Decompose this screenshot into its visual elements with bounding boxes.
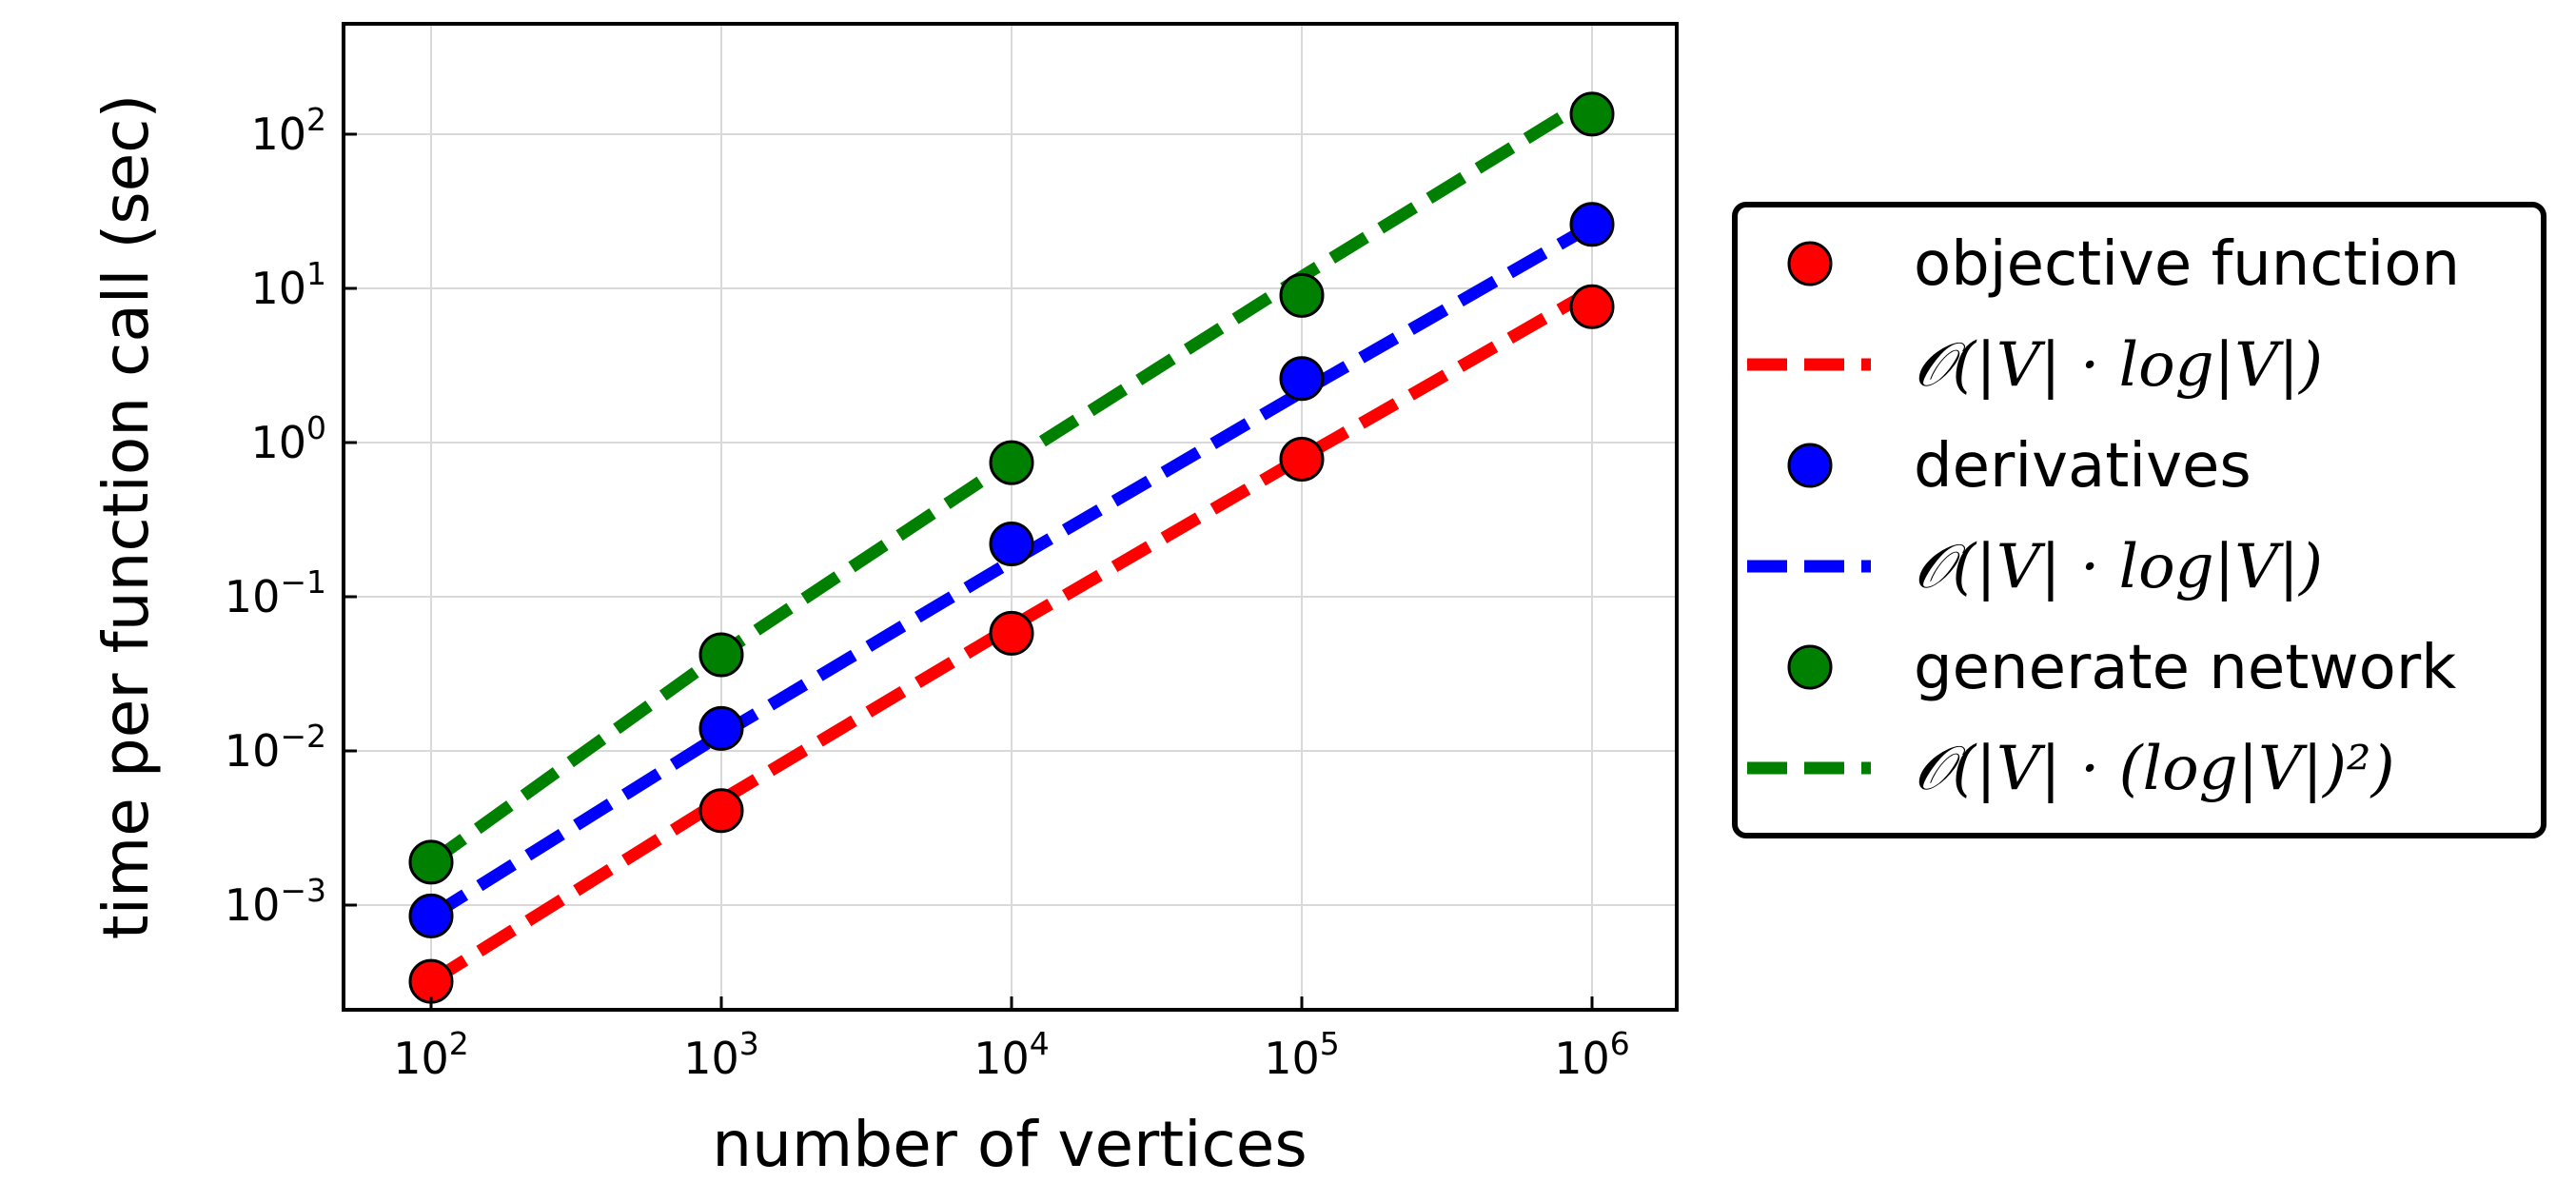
x-tick-label: 102	[393, 1025, 469, 1084]
legend-frame	[1732, 202, 2547, 838]
y-tick-label: 10−1	[225, 563, 326, 622]
x-tick-label: 103	[683, 1025, 759, 1084]
x-tick-base: 10	[393, 1033, 449, 1084]
x-tick-exponent: 4	[1030, 1025, 1050, 1062]
data-point-series-2	[1279, 356, 1325, 402]
legend-label: 𝒪(|V| · (log|V|)²)	[1914, 734, 2395, 804]
y-tick-base: 10	[225, 725, 281, 777]
y-tick-exponent: 1	[306, 255, 326, 292]
y-tick-label: 100	[250, 409, 326, 468]
y-tick-label: 10−2	[225, 718, 326, 777]
data-point-series-4	[698, 632, 744, 678]
x-tick-label: 106	[1554, 1025, 1630, 1084]
y-tick-base: 10	[225, 571, 281, 622]
x-tick-label: 105	[1264, 1025, 1340, 1084]
data-point-series-2	[1569, 202, 1615, 247]
data-markers	[408, 91, 1615, 1004]
y-tick-base: 10	[225, 879, 281, 931]
x-axis-label: number of vertices	[712, 1108, 1307, 1181]
y-tick-base: 10	[250, 108, 306, 160]
y-tick-label: 102	[250, 101, 326, 160]
data-point-series-0	[989, 610, 1034, 656]
y-tick-exponent: −1	[280, 563, 326, 601]
x-tick-exponent: 2	[449, 1025, 469, 1062]
data-point-series-4	[989, 440, 1034, 485]
data-point-series-2	[408, 893, 454, 938]
gridlines	[344, 24, 1677, 1010]
y-tick-base: 10	[250, 263, 306, 314]
legend: objective function 𝒪(|V| · log|V|) derivat…	[1732, 202, 2547, 838]
data-point-series-4	[1279, 272, 1325, 318]
x-tick-label: 104	[973, 1025, 1050, 1084]
data-point-series-0	[698, 788, 744, 834]
legend-label: 𝒪(|V| · log|V|)	[1914, 532, 2323, 602]
data-point-series-0	[408, 958, 454, 1004]
plot-frame	[342, 22, 1679, 1012]
legend-label: generate network	[1914, 633, 2456, 703]
y-tick-exponent: 2	[306, 101, 326, 138]
legend-marker	[1787, 241, 1833, 286]
x-tick-base: 10	[683, 1033, 739, 1084]
data-point-series-4	[408, 839, 454, 885]
x-tick-base: 10	[973, 1033, 1030, 1084]
legend-label: derivatives	[1914, 431, 2252, 502]
y-axis-label: time per function call (sec)	[89, 94, 163, 939]
x-tick-exponent: 3	[739, 1025, 759, 1062]
y-tick-exponent: 0	[306, 409, 326, 446]
data-point-series-0	[1279, 436, 1325, 482]
y-tick-label: 10−3	[225, 872, 326, 931]
y-tick-exponent: −3	[280, 872, 326, 909]
legend-marker	[1787, 644, 1833, 690]
data-point-series-4	[1569, 91, 1615, 137]
y-tick-base: 10	[250, 417, 306, 468]
data-point-series-2	[698, 705, 744, 751]
data-point-series-2	[989, 522, 1034, 567]
y-tick-exponent: −2	[280, 718, 326, 755]
x-tick-base: 10	[1264, 1033, 1320, 1084]
legend-label: objective function	[1914, 229, 2460, 300]
legend-label: 𝒪(|V| · log|V|)	[1914, 330, 2323, 401]
y-tick-label: 101	[250, 255, 326, 314]
data-point-series-0	[1569, 284, 1615, 329]
x-tick-exponent: 5	[1320, 1025, 1340, 1062]
x-tick-base: 10	[1554, 1033, 1610, 1084]
legend-marker	[1787, 443, 1833, 488]
x-tick-exponent: 6	[1610, 1025, 1630, 1062]
